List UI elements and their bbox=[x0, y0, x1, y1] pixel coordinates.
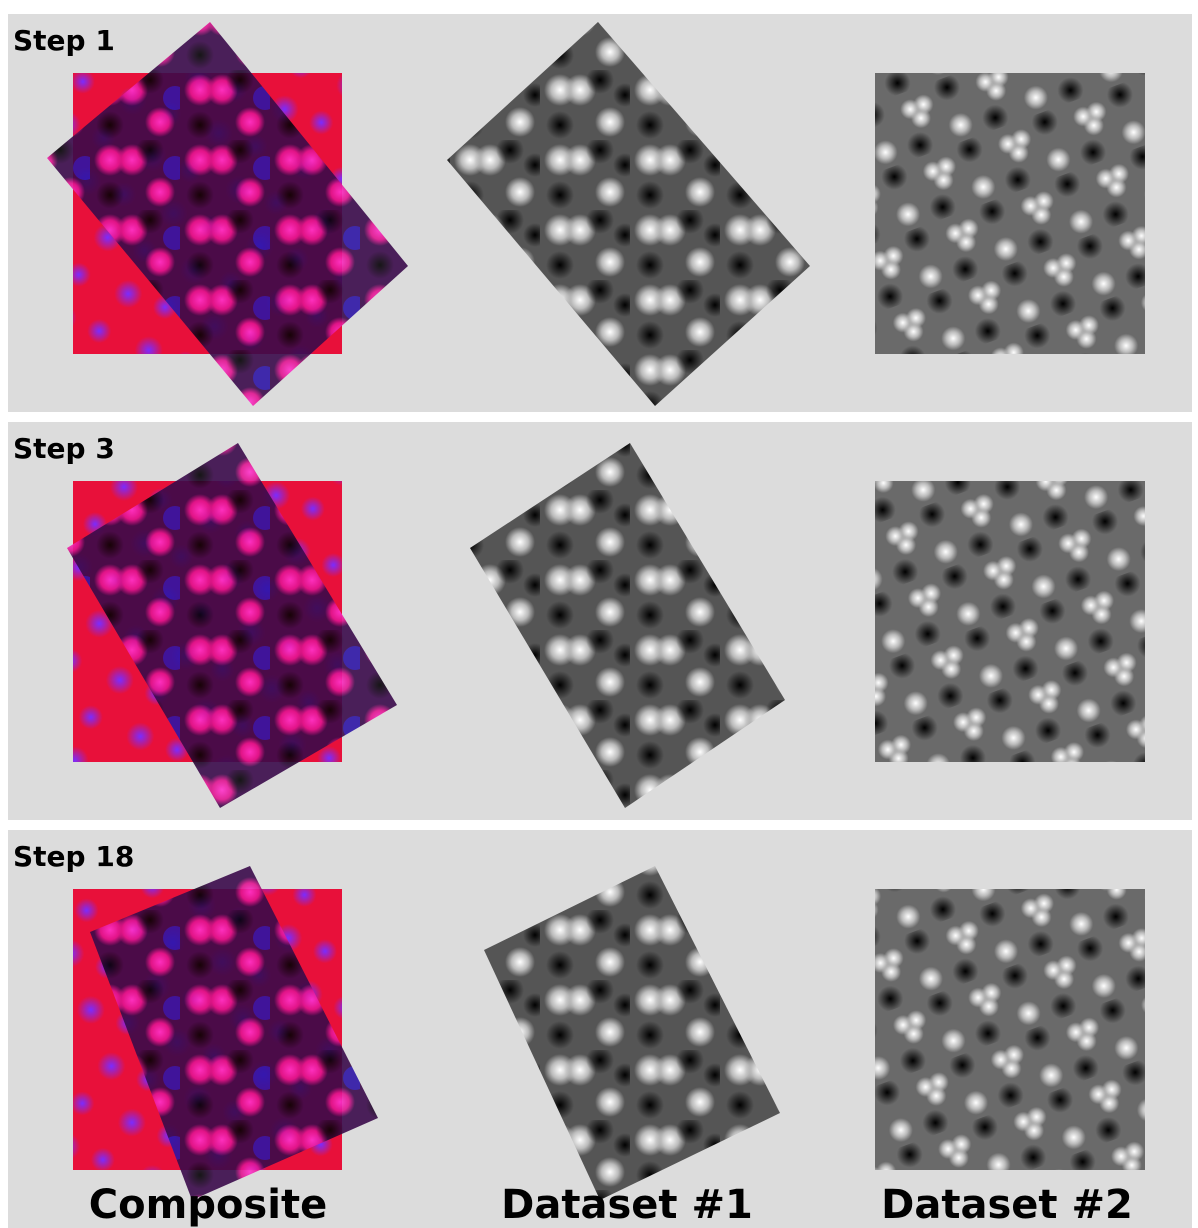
dataset-2-image bbox=[875, 73, 1145, 354]
column-label: Composite bbox=[89, 1182, 327, 1228]
column-label: Dataset #1 bbox=[501, 1182, 753, 1228]
panel: Step 18 bbox=[8, 830, 1192, 1228]
panel: Step 1 bbox=[8, 14, 1192, 412]
dataset-2-image bbox=[875, 481, 1145, 762]
figure: Step 1 Step 3 Step 18 Composite Dataset #1 Da… bbox=[0, 0, 1198, 1228]
step-label: Step 1 bbox=[13, 24, 115, 57]
step-label: Step 3 bbox=[13, 432, 115, 465]
panel: Step 3 bbox=[8, 422, 1192, 820]
column-label: Dataset #2 bbox=[881, 1182, 1133, 1228]
dataset-2-image bbox=[875, 889, 1145, 1170]
step-label: Step 18 bbox=[13, 840, 134, 873]
